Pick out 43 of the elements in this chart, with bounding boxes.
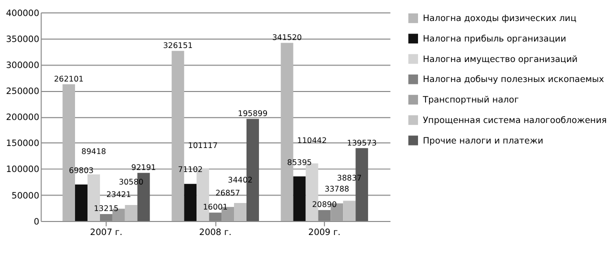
y-tick-label: 250000 (6, 87, 40, 98)
bar (343, 200, 356, 221)
data-label: 13215 (94, 204, 119, 214)
legend-label: Налогна доходы физических лиц (422, 14, 576, 24)
data-label: 69803 (68, 166, 94, 175)
legend-label: Прочие налоги и платежи (422, 136, 544, 146)
legend-label: Налогна добычу полезных ископаемых (422, 75, 604, 86)
legend-label: Налогна имущество организаций (422, 54, 578, 65)
y-tick-label: 200000 (6, 113, 40, 124)
y-tick-label: 100000 (6, 165, 40, 176)
y-tick-label: 50000 (12, 191, 40, 202)
data-label: 89418 (81, 146, 106, 156)
y-tick-label: 350000 (6, 34, 40, 45)
bar (293, 176, 306, 221)
y-tick-label: 400000 (6, 8, 40, 19)
data-label: 16001 (202, 202, 228, 212)
data-label: 33788 (324, 184, 350, 194)
legend-label: Транспортный налог (422, 96, 520, 106)
y-tick-label: 300000 (6, 60, 40, 71)
data-label: 101117 (188, 140, 218, 150)
data-label: 71102 (178, 165, 203, 174)
data-label: 110442 (297, 136, 327, 145)
data-label: 139573 (347, 138, 377, 148)
bar (234, 203, 246, 221)
bar (184, 184, 197, 221)
bar (124, 205, 138, 221)
x-tick-label: 2008 г. (199, 228, 232, 238)
data-label: 26857 (215, 188, 240, 198)
data-label: 23421 (106, 190, 132, 200)
data-label: 85395 (287, 158, 312, 167)
data-label: 262101 (54, 74, 84, 84)
x-tick-label: 2007 г. (90, 228, 122, 238)
data-label: 326151 (163, 41, 193, 50)
x-tick-label: 2009 г. (308, 228, 341, 238)
legend-label: Упрощенная система налогообложения (422, 116, 607, 126)
data-label: 92191 (131, 162, 156, 172)
legend-label: Налогна прибыль организации (422, 34, 566, 45)
y-tick-label: 0 (34, 217, 40, 228)
data-label: 195899 (238, 108, 268, 118)
data-label: 341520 (272, 32, 302, 42)
bar (75, 184, 88, 221)
y-tick-label: 150000 (6, 139, 40, 150)
data-label: 20890 (312, 200, 337, 210)
